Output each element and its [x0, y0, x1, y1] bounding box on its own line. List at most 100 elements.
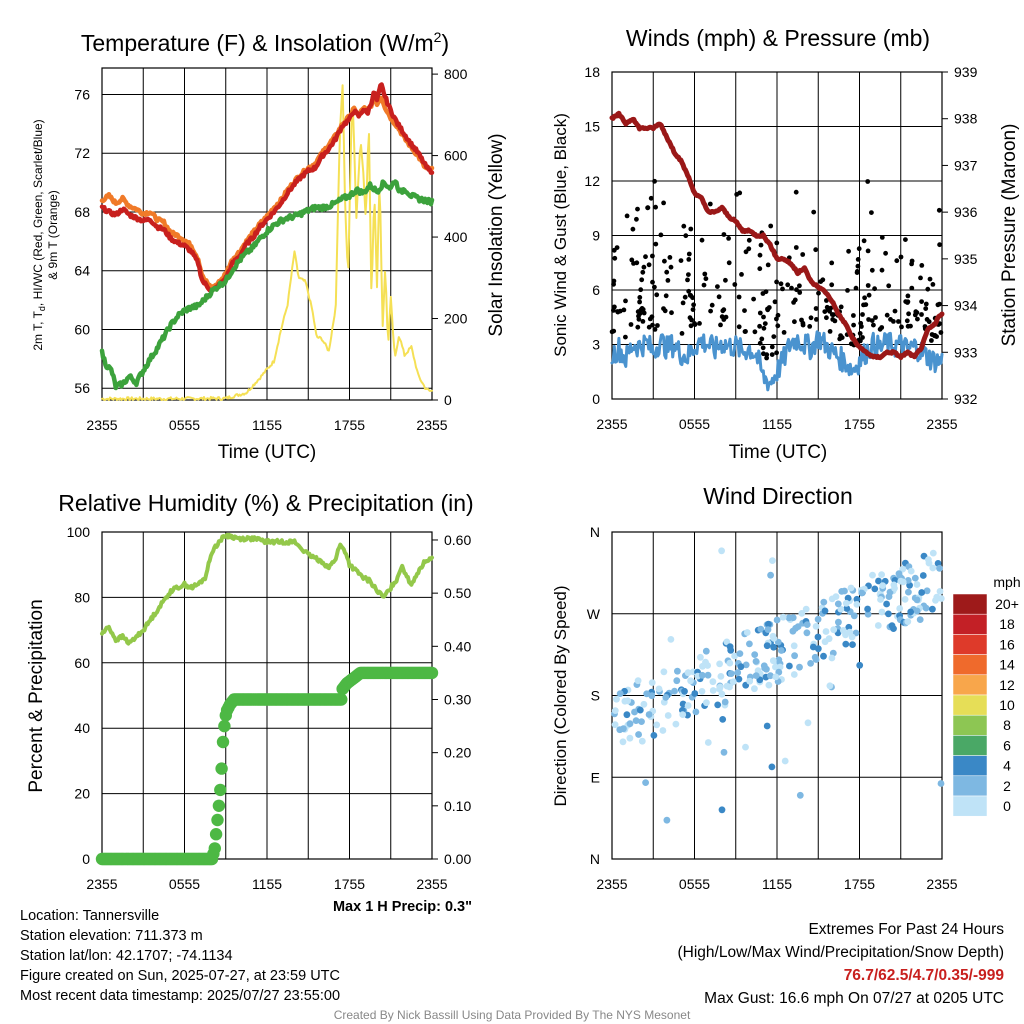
wind-direction-point: [726, 643, 734, 651]
wind-direction-point: [742, 743, 749, 751]
wind-direction-point: [812, 623, 820, 630]
wind-ytick-right: 939: [954, 64, 978, 80]
wind-gust-point: [778, 281, 784, 287]
dir-ytick-left: W: [587, 606, 601, 622]
wind-direction-point: [850, 612, 858, 620]
wind-direction-point: [769, 657, 777, 665]
wind-gust-point: [721, 317, 727, 322]
wind-gust-point: [715, 284, 720, 289]
wind-direction-point: [719, 716, 727, 723]
wind-gust-point: [688, 323, 694, 329]
wind-direction-point: [929, 549, 937, 557]
wind-gust-point: [861, 238, 867, 244]
wind-direction-point: [727, 670, 735, 677]
wind-gust-point: [785, 282, 791, 288]
wind-gust-point: [909, 258, 915, 264]
temp-ylabel-left: 2m T, Td, HI/WC (Red, Green, Scarlet/Blu…: [31, 119, 47, 350]
wind-gust-point: [829, 312, 835, 317]
wind-gust-point: [905, 293, 911, 299]
temp-ytick-left: 68: [74, 204, 90, 220]
wind-gust-point: [743, 249, 749, 255]
legend-swatch: [952, 714, 988, 736]
wind-direction-point: [697, 653, 704, 661]
wind-gust-point: [634, 216, 639, 222]
info-created: Figure created on Sun, 2025-07-27, at 23…: [20, 968, 340, 984]
wind-direction-point: [611, 721, 619, 729]
wind-direction-point: [626, 720, 634, 728]
wind-direction-point: [659, 727, 667, 734]
wind-gust-point: [663, 293, 669, 299]
legend-label: 0: [1003, 798, 1011, 814]
dir-title: Wind Direction: [703, 483, 853, 509]
wind-gust-point: [668, 264, 674, 270]
wind-gust-point: [758, 242, 764, 248]
wind-direction-point: [913, 607, 921, 615]
wind-direction-point: [883, 600, 890, 608]
wind-gust-point: [623, 334, 628, 340]
wind-direction-point: [616, 726, 624, 734]
extremes-gust: Max Gust: 16.6 mph On 07/27 at 0205 UTC: [704, 990, 1004, 1007]
station-pressure-line: [609, 110, 945, 361]
wind-gust-point: [721, 232, 727, 237]
wind-gust-point: [655, 323, 660, 328]
wind-gust-point: [820, 277, 826, 283]
wind-gust-point: [905, 323, 911, 329]
wind-gust-point: [643, 254, 648, 260]
wind-gust-point: [930, 282, 936, 287]
wind-gust-point: [691, 302, 696, 308]
rh-ytick-left: 0: [82, 851, 90, 867]
wind-direction-point: [709, 678, 717, 686]
wind-direction-point: [731, 652, 738, 660]
wind-direction-point: [874, 622, 882, 629]
wind-direction-point: [702, 658, 709, 666]
wind-xtick-label: 1755: [844, 416, 875, 432]
temp-ytick-right: 600: [444, 148, 468, 164]
wind-gust-point: [774, 350, 779, 356]
wind-gust-point: [923, 301, 929, 307]
wind-direction-point: [790, 642, 798, 650]
wind-direction-point: [864, 610, 872, 618]
wind-gust-point: [855, 263, 861, 269]
dir-xtick-label: 2355: [926, 876, 957, 892]
wind-direction-point: [856, 661, 864, 669]
wind-direction-point: [832, 593, 840, 600]
wind-gust-point: [851, 313, 856, 318]
wind-gust-point: [884, 312, 890, 318]
wind-direction-point: [875, 577, 882, 585]
legend-swatch: [952, 674, 988, 696]
wind-gust-point: [822, 309, 828, 314]
wind-direction-point: [718, 690, 726, 698]
precip-point: [208, 842, 221, 855]
wind-direction-point: [746, 677, 754, 685]
wind-direction-point: [844, 594, 852, 602]
dir-xtick-label: 2355: [596, 876, 627, 892]
wind-direction-point: [929, 605, 936, 613]
wind-gust-point: [865, 283, 871, 288]
wind-direction-point: [864, 605, 871, 613]
wind-direction-point: [645, 711, 653, 718]
wind-direction-point: [895, 570, 903, 577]
wind-ylabel-right: Station Pressure (Maroon): [999, 124, 1020, 347]
wind-gust-point: [757, 266, 763, 272]
dir-ytick-left: N: [590, 524, 600, 540]
wind-gust-point: [650, 322, 655, 328]
wind-direction-point: [752, 672, 760, 679]
wind-direction-point: [929, 564, 937, 572]
wind-gust-point: [652, 178, 657, 184]
wind-direction-point: [803, 621, 811, 628]
info-recent: Most recent data timestamp: 2025/07/27 2…: [20, 988, 341, 1004]
wind-direction-point: [779, 613, 787, 621]
dir-ytick-left: E: [591, 769, 600, 785]
wind-gust-point: [905, 300, 910, 305]
wind-gust-point: [661, 200, 666, 206]
wind-direction-point: [936, 588, 944, 595]
wind-gust-point: [653, 241, 659, 247]
legend-swatch: [952, 613, 988, 635]
rh-ytick-left: 40: [74, 720, 90, 736]
wind-gust-point: [641, 310, 647, 316]
wind-direction-point: [775, 656, 783, 664]
wind-gust-point: [857, 331, 863, 336]
wind-gust-point: [861, 302, 866, 308]
wind-gust-point: [775, 323, 781, 329]
wind-gust-point: [915, 316, 920, 322]
